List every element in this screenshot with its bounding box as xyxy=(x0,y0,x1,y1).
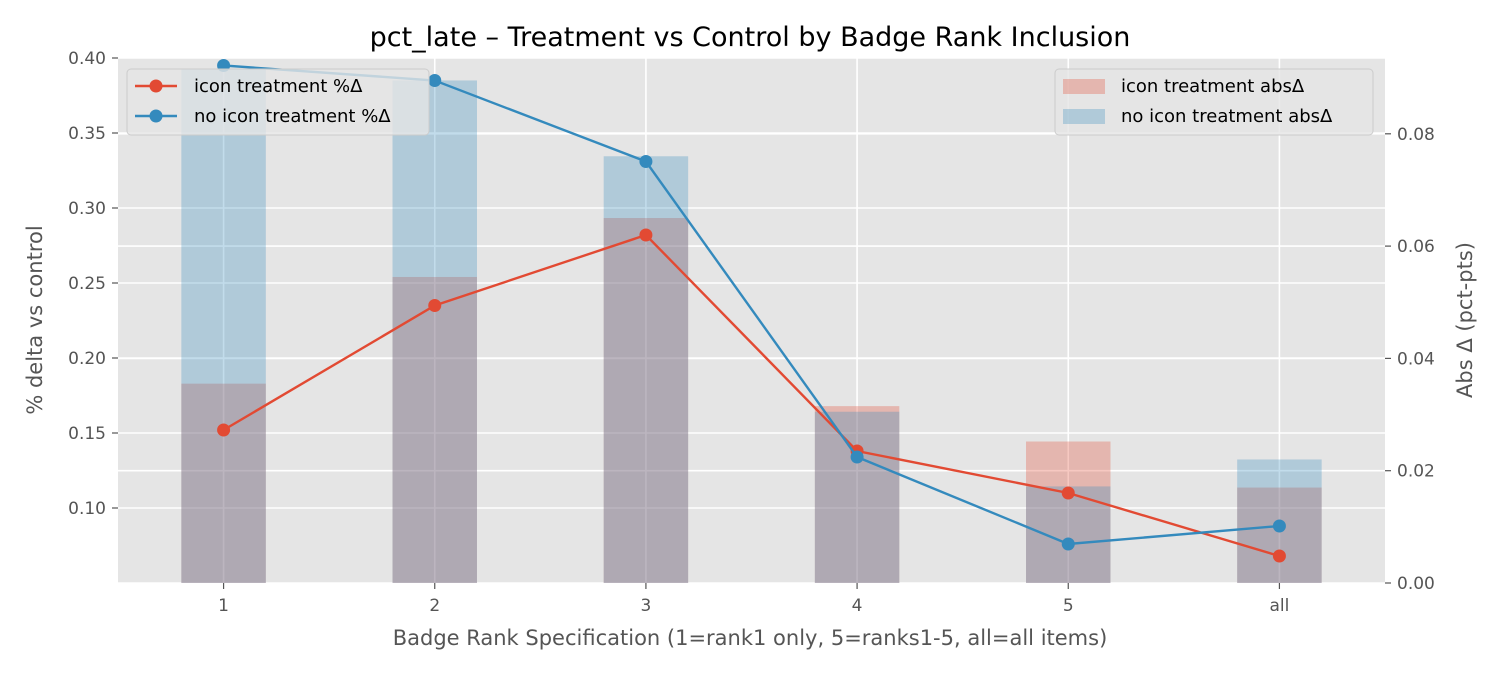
y-tick-label-left-5: 0.35 xyxy=(68,124,106,144)
point-icon-all xyxy=(1272,549,1286,563)
bar-no-icon-4 xyxy=(814,411,900,583)
point-icon-5 xyxy=(1061,486,1075,500)
x-ticks: 1 2 3 4 5 all xyxy=(218,583,1289,616)
y-axis-label-left: % delta vs control xyxy=(23,225,47,414)
bar-icon-4 xyxy=(814,406,900,583)
chart-title: pct_late – Treatment vs Control by Badge… xyxy=(370,22,1131,53)
bar-icon-all xyxy=(1237,487,1322,583)
legend-line-label-1: no icon treatment %Δ xyxy=(194,106,391,127)
y-tick-label-right-3: 0.06 xyxy=(1397,237,1435,257)
legend-bars-box xyxy=(1054,68,1374,136)
point-icon-2 xyxy=(428,299,442,312)
x-axis-label: Badge Rank Specification (1=rank1 only, … xyxy=(393,626,1108,650)
legend-bar-swatch-0 xyxy=(1063,79,1105,94)
y-axis-label-right: Abs Δ (pct-pts) xyxy=(1453,242,1477,398)
x-tick-label-3: 3 xyxy=(641,596,652,616)
bar-icon-2 xyxy=(392,276,477,583)
bar-no-icon-1 xyxy=(181,69,266,583)
legend-bar-label-1: no icon treatment absΔ xyxy=(1121,106,1333,127)
y-ticks-right: 0.00 0.02 0.04 0.06 0.08 xyxy=(1385,125,1435,594)
legend-bar-label-0: icon treatment absΔ xyxy=(1121,76,1305,97)
y-tick-label-right-4: 0.08 xyxy=(1397,125,1435,145)
y-tick-label-left-3: 0.25 xyxy=(68,274,106,294)
legend-lines: icon treatment %Δ no icon treatment %Δ xyxy=(126,68,430,136)
y-tick-label-left-1: 0.15 xyxy=(68,424,106,444)
point-no-icon-all xyxy=(1272,519,1286,533)
y-ticks-left: 0.10 0.15 0.20 0.25 0.30 0.35 0.40 xyxy=(68,49,118,519)
x-tick-label-2: 2 xyxy=(429,596,440,616)
point-no-icon-4 xyxy=(850,450,864,464)
bars xyxy=(181,69,1322,584)
x-tick-label-4: 4 xyxy=(852,596,863,616)
point-no-icon-5 xyxy=(1061,537,1075,551)
bar-icon-1 xyxy=(181,383,266,583)
y-tick-label-right-2: 0.04 xyxy=(1397,349,1435,369)
legend-line-marker-1 xyxy=(149,109,163,123)
line-icon xyxy=(222,233,1280,558)
y-tick-label-right-1: 0.02 xyxy=(1397,462,1435,482)
legend-bars: icon treatment absΔ no icon treatment abs… xyxy=(1054,68,1374,136)
legend-lines-box xyxy=(126,68,430,136)
x-tick-label-5: 5 xyxy=(1063,596,1074,616)
point-no-icon-3 xyxy=(639,155,653,168)
bar-no-icon-2 xyxy=(392,80,477,583)
legend-line-marker-0 xyxy=(149,79,163,93)
y-tick-label-left-2: 0.20 xyxy=(68,349,106,369)
point-icon-1 xyxy=(217,423,231,437)
y-tick-label-right-0: 0.00 xyxy=(1397,574,1435,594)
y-tick-label-left-0: 0.10 xyxy=(68,499,106,519)
point-icon-3 xyxy=(639,228,653,242)
legend-line-label-0: icon treatment %Δ xyxy=(194,76,363,97)
y-tick-label-left-6: 0.40 xyxy=(68,49,106,69)
bar-no-icon-3 xyxy=(603,156,689,584)
x-tick-label-all: all xyxy=(1269,596,1289,616)
bar-icon-3 xyxy=(603,218,689,583)
x-tick-label-1: 1 xyxy=(218,596,229,616)
legend-bar-swatch-1 xyxy=(1063,109,1105,124)
point-no-icon-2 xyxy=(428,74,442,87)
bar-icon-5 xyxy=(1026,441,1111,583)
y-tick-label-left-4: 0.30 xyxy=(68,199,106,219)
plot-area xyxy=(118,58,1385,583)
